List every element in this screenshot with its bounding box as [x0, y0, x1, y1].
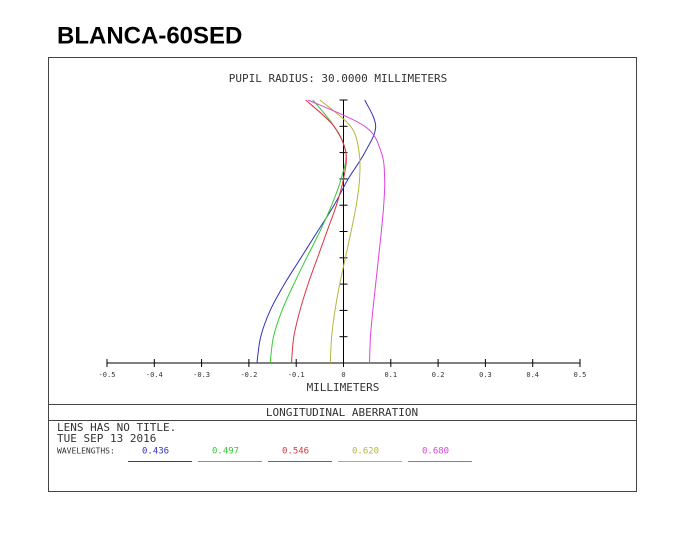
legend-entry: 0.620 [352, 447, 379, 457]
x-tick-label: -0.1 [288, 371, 305, 379]
aberration-curve [319, 99, 361, 364]
x-tick-label: 0.3 [479, 371, 492, 379]
x-tick-label: -0.3 [193, 371, 210, 379]
aberration-curve [269, 99, 347, 364]
legend-entry: 0.436 [142, 447, 169, 457]
legend-label: WAVELENGTHS: [57, 447, 115, 456]
x-tick-label: -0.4 [146, 371, 163, 379]
x-tick-label: 0.1 [384, 371, 397, 379]
aberration-curve [290, 99, 347, 364]
legend-entry: 0.546 [282, 447, 309, 457]
x-tick-label: 0 [341, 371, 345, 379]
x-tick-label: 0.2 [432, 371, 445, 379]
x-tick-label: 0.4 [526, 371, 539, 379]
x-axis-label: MILLIMETERS [307, 381, 380, 394]
lens-title: LENS HAS NO TITLE. [57, 421, 176, 434]
footer-title: LONGITUDINAL ABERRATION [266, 406, 418, 419]
aberration-curve [307, 99, 386, 364]
x-tick-label: -0.5 [99, 371, 116, 379]
legend-entry: 0.497 [212, 447, 239, 457]
legend-entry: 0.680 [422, 447, 449, 457]
x-tick-label: 0.5 [574, 371, 587, 379]
page-title: BLANCA-60SED [57, 22, 242, 49]
aberration-curve [256, 99, 377, 364]
x-tick-label: -0.2 [240, 371, 257, 379]
date: TUE SEP 13 2016 [57, 432, 156, 445]
frame [48, 57, 637, 492]
plot-title: PUPIL RADIUS: 30.0000 MILLIMETERS [229, 72, 448, 85]
